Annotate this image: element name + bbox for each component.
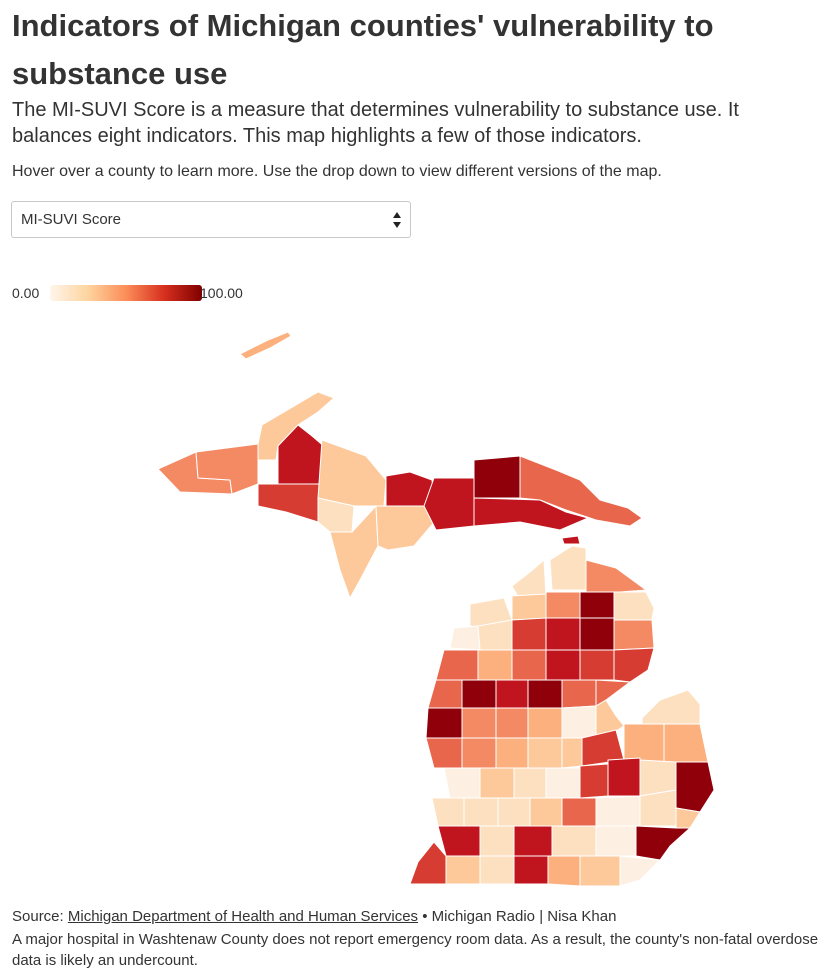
instructions-text: Hover over a county to learn more. Use t… [12, 163, 662, 180]
county-berrien[interactable] [409, 841, 447, 885]
county-kalamazoo[interactable] [463, 797, 499, 827]
legend-max-label: 100.00 [200, 285, 243, 301]
county-luce[interactable] [473, 455, 521, 499]
county-van-buren[interactable] [431, 797, 465, 827]
county-missaukee[interactable] [511, 617, 547, 651]
county-chippewa[interactable] [519, 455, 643, 527]
county-cheboygan[interactable] [585, 559, 647, 593]
county-arenac[interactable] [595, 679, 631, 707]
county-berrien-north[interactable] [437, 825, 481, 857]
county-kalkaska[interactable] [545, 591, 581, 619]
county-newaygo[interactable] [461, 679, 497, 709]
county-alpena[interactable] [613, 619, 655, 651]
michigan-county-map [157, 331, 715, 887]
county-monroe[interactable] [619, 855, 661, 887]
color-legend: 0.00 100.00 [12, 283, 272, 303]
footnote: A major hospital in Washtenaw County doe… [12, 931, 819, 969]
county-ionia[interactable] [495, 737, 529, 769]
county-branch-north[interactable] [551, 825, 597, 857]
county-gratiot[interactable] [495, 707, 529, 739]
county-gladwin[interactable] [561, 679, 597, 709]
county-shiawassee[interactable] [561, 737, 583, 769]
county-tuscola[interactable] [623, 723, 665, 763]
county-oceana[interactable] [427, 679, 463, 709]
county-otsego[interactable] [579, 591, 615, 619]
county-manistee[interactable] [449, 625, 481, 651]
county-montmorency[interactable] [579, 617, 615, 651]
county-saginaw-west[interactable] [561, 705, 597, 739]
county-emmet[interactable] [549, 545, 587, 591]
county-alcona[interactable] [613, 647, 655, 683]
county-clare[interactable] [545, 649, 581, 681]
county-cass-north[interactable] [479, 825, 515, 857]
source-prefix: Source: [12, 908, 68, 925]
county-lenawee[interactable] [579, 855, 621, 887]
county-livingston[interactable] [579, 763, 609, 799]
county-montcalm[interactable] [461, 707, 497, 739]
county-branch[interactable] [513, 855, 549, 885]
county-hillsdale[interactable] [547, 855, 581, 887]
county-barry[interactable] [479, 767, 515, 799]
county-allegan[interactable] [443, 767, 481, 799]
county-st-joseph[interactable] [479, 855, 515, 885]
source-line: Source: Michigan Department of Health an… [12, 906, 827, 927]
county-calhoun[interactable] [497, 797, 531, 827]
county-oakland[interactable] [639, 789, 677, 827]
county-ingham[interactable] [545, 767, 581, 799]
county-bay[interactable] [595, 699, 625, 737]
county-kent[interactable] [461, 737, 497, 769]
county-macomb[interactable] [675, 807, 701, 829]
source-credit: • Michigan Radio | Nisa Khan [418, 908, 617, 925]
county-schoolcraft[interactable] [423, 477, 475, 531]
legend-min-label: 0.00 [12, 285, 40, 301]
county-roscommon[interactable] [545, 617, 581, 651]
county-bois-blanc[interactable] [561, 535, 581, 545]
page-subtitle: The MI-SUVI Score is a measure that dete… [12, 99, 739, 147]
county-washtenaw[interactable] [561, 797, 597, 827]
county-midland[interactable] [527, 707, 563, 739]
county-wayne[interactable] [635, 825, 691, 861]
county-sanilac[interactable] [663, 723, 709, 763]
county-wayne-north[interactable] [595, 795, 641, 827]
county-marquette[interactable] [317, 439, 387, 507]
county-eaton[interactable] [513, 767, 547, 799]
county-cass[interactable] [445, 855, 481, 885]
county-grand-traverse[interactable] [511, 593, 547, 621]
county-mecosta[interactable] [495, 679, 529, 709]
county-iron[interactable] [257, 483, 323, 523]
county-lake[interactable] [477, 649, 513, 681]
county-presque-isle[interactable] [613, 591, 655, 621]
map-version-selected: MI-SUVI Score [21, 211, 122, 228]
county-osceola[interactable] [511, 649, 547, 681]
county-huron[interactable] [641, 689, 701, 725]
county-houghton[interactable] [257, 391, 335, 461]
legend-gradient-bar [50, 285, 202, 301]
county-mason[interactable] [435, 649, 481, 681]
county-st-clair[interactable] [675, 761, 715, 813]
map-version-select[interactable]: MI-SUVI Score [11, 201, 411, 238]
county-ogemaw[interactable] [579, 649, 615, 681]
source-link-mdhhs[interactable]: Michigan Department of Health and Human … [67, 908, 419, 925]
county-menominee[interactable] [329, 505, 379, 599]
county-ottawa[interactable] [425, 737, 463, 769]
county-isabella[interactable] [527, 679, 563, 709]
county-keweenaw-isle-royale[interactable] [239, 331, 292, 360]
county-clinton[interactable] [527, 737, 563, 769]
county-muskegon[interactable] [425, 707, 463, 739]
county-jackson[interactable] [529, 797, 563, 827]
county-st-joseph-north[interactable] [513, 825, 553, 857]
page-title: Indicators of Michigan counties' vulnera… [12, 8, 714, 91]
county-genesee[interactable] [607, 757, 641, 797]
county-monroe-north[interactable] [595, 825, 637, 857]
select-arrows-icon [393, 212, 401, 228]
